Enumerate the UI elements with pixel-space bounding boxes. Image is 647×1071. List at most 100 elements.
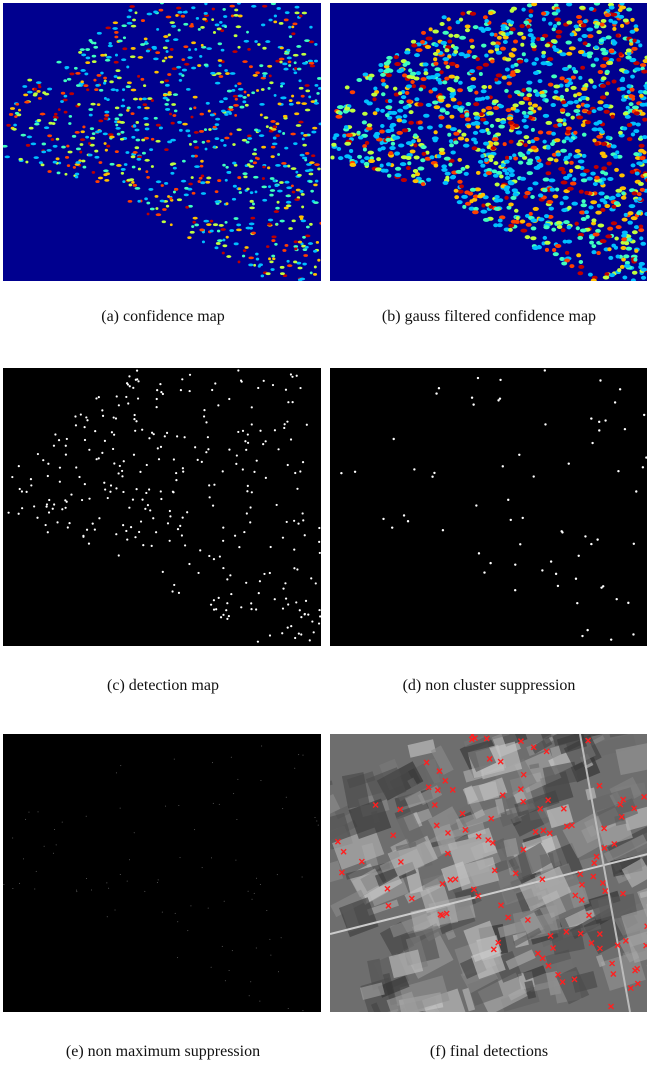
- blob: [90, 40, 93, 43]
- blob: [181, 180, 186, 183]
- blob: [592, 109, 597, 113]
- blob: [86, 88, 89, 91]
- blob: [296, 124, 302, 127]
- detection-dot: [26, 491, 28, 493]
- blob: [578, 50, 584, 54]
- blob: [526, 93, 532, 97]
- detection-dot: [298, 632, 300, 634]
- blob: [246, 141, 250, 144]
- blob: [496, 51, 502, 55]
- detection-dot: [219, 555, 221, 557]
- blob: [81, 54, 86, 57]
- detection-dot: [54, 433, 56, 435]
- blob: [194, 131, 199, 134]
- detection-map: [3, 368, 321, 646]
- blob: [280, 47, 284, 50]
- non-maximum-suppression-map: [3, 734, 321, 1012]
- blob: [53, 116, 57, 119]
- blob: [581, 123, 586, 127]
- blob: [627, 137, 633, 141]
- detection-dot: [235, 463, 237, 465]
- blob: [520, 43, 524, 47]
- blob: [183, 45, 188, 48]
- blob: [593, 182, 598, 186]
- blob: [271, 235, 276, 238]
- blob: [635, 171, 640, 175]
- blob: [139, 98, 143, 101]
- final-detections-image: [330, 734, 647, 1012]
- blob: [398, 144, 404, 148]
- blob: [249, 65, 253, 68]
- blob: [614, 201, 620, 205]
- blob: [77, 103, 80, 106]
- blob: [395, 167, 401, 171]
- blob: [224, 113, 228, 116]
- blob: [453, 140, 458, 144]
- blob: [144, 123, 149, 126]
- blob: [569, 264, 574, 268]
- detection-dot: [3, 884, 4, 885]
- detection-dot: [30, 484, 32, 486]
- blob: [537, 245, 541, 249]
- blob: [291, 26, 294, 29]
- blob: [465, 138, 470, 142]
- blob: [199, 177, 203, 180]
- blob: [226, 255, 231, 258]
- blob: [414, 155, 420, 159]
- blob: [213, 126, 217, 129]
- blob: [493, 223, 498, 227]
- blob: [531, 128, 535, 132]
- detection-dot: [286, 521, 288, 523]
- blob: [144, 159, 149, 162]
- detection-dot: [596, 538, 598, 540]
- detection-dot: [283, 427, 285, 429]
- blob: [510, 126, 515, 130]
- blob: [109, 136, 115, 139]
- detection-dot: [180, 857, 181, 858]
- blob: [380, 73, 386, 77]
- blob: [405, 91, 410, 95]
- blob: [378, 69, 383, 73]
- blob: [446, 65, 451, 69]
- detection-dot: [302, 512, 304, 514]
- detection-dot: [115, 909, 116, 910]
- detection-dot: [34, 889, 35, 890]
- blob: [636, 211, 641, 215]
- blob: [344, 154, 351, 158]
- blob: [576, 15, 582, 19]
- blob: [570, 32, 575, 36]
- blob: [294, 61, 297, 64]
- blob: [626, 7, 632, 11]
- blob: [505, 57, 511, 61]
- blob: [364, 99, 369, 103]
- blob: [556, 9, 561, 13]
- blob: [135, 11, 138, 14]
- blob: [605, 70, 610, 74]
- blob: [439, 148, 445, 152]
- blob: [466, 124, 471, 128]
- blob: [540, 61, 547, 65]
- detection-dot: [104, 440, 106, 442]
- blob: [166, 16, 172, 19]
- detection-dot: [118, 472, 120, 474]
- blob: [197, 64, 201, 67]
- blob: [455, 170, 462, 174]
- detection-dot: [561, 531, 563, 533]
- blob: [459, 184, 464, 188]
- blob: [503, 40, 508, 44]
- blob: [441, 168, 447, 172]
- blob: [421, 182, 426, 186]
- blob: [295, 6, 300, 9]
- blob: [609, 196, 614, 200]
- blob: [250, 191, 254, 194]
- blob: [413, 179, 419, 183]
- blob: [173, 191, 176, 194]
- blob: [509, 173, 515, 177]
- blob: [292, 219, 296, 222]
- blob: [98, 177, 103, 180]
- detection-dot: [140, 520, 142, 522]
- blob: [523, 20, 529, 24]
- blob: [426, 103, 432, 107]
- blob: [208, 110, 211, 113]
- caption: (b) gauss filtered confidence map: [324, 308, 647, 326]
